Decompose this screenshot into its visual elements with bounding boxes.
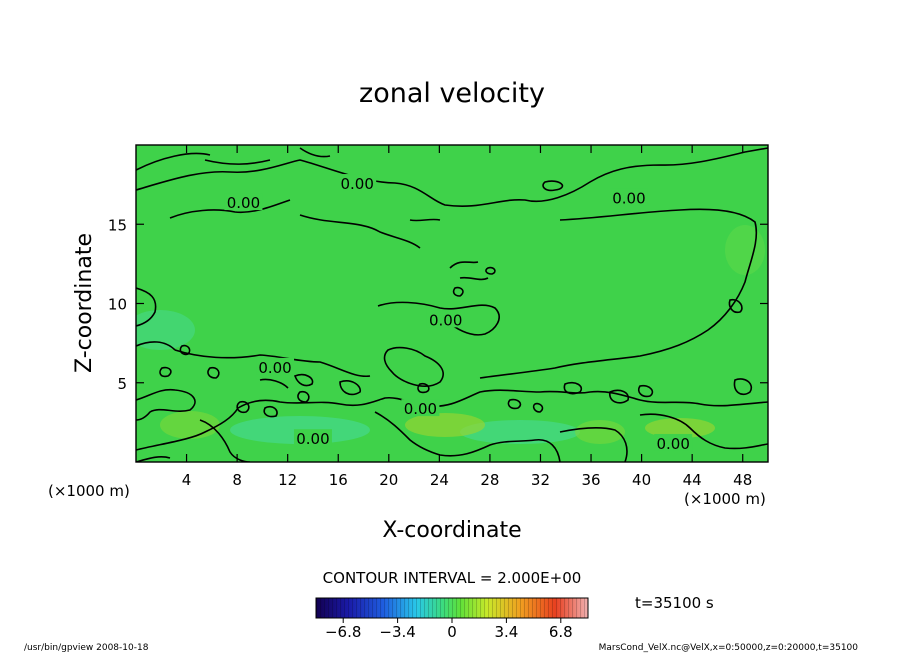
contour-label: 0.00 <box>612 189 645 207</box>
x-tick-label: 16 <box>329 471 348 489</box>
y-tick-label: 15 <box>108 216 127 234</box>
x-tick-label: 24 <box>430 471 449 489</box>
contour-label-bg <box>609 188 648 206</box>
x-tick-label: 40 <box>632 471 651 489</box>
contour-label-bg <box>293 429 332 447</box>
x-axis-ticks: 4 8 12 16 20 24 28 32 36 40 44 48 <box>182 145 752 489</box>
contour-interval-label: CONTOUR INTERVAL = 2.000E+00 <box>323 569 582 587</box>
contour-label: 0.00 <box>227 194 260 212</box>
colorbar-tick-label: 0 <box>447 623 457 641</box>
x-tick-label: 28 <box>480 471 499 489</box>
x-tick-label: 20 <box>379 471 398 489</box>
contour-label: 0.00 <box>404 400 437 418</box>
colorbar-tick-label: −3.4 <box>379 623 415 641</box>
x-tick-label: 12 <box>278 471 297 489</box>
colorbar-tick-label: 6.8 <box>549 623 573 641</box>
y-tick-label: 5 <box>117 375 127 393</box>
x-unit-left: (×1000 m) <box>48 482 130 500</box>
contour-label: 0.00 <box>296 430 329 448</box>
contour-label: 0.00 <box>656 435 689 453</box>
footer-right: MarsCond_VelX.nc@VelX,x=0:50000,z=0:2000… <box>599 643 859 653</box>
y-axis-label: Z-coordinate <box>72 233 97 373</box>
contour-label-bg <box>256 357 295 375</box>
footer-left: /usr/bin/gpview 2008-10-18 <box>24 643 149 653</box>
contour-label-bg <box>338 174 377 192</box>
x-tick-label: 32 <box>531 471 550 489</box>
contour-label-bg <box>224 193 263 211</box>
chart-title: zonal velocity <box>359 78 545 109</box>
x-tick-label: 48 <box>733 471 752 489</box>
y-tick-label: 10 <box>108 296 127 314</box>
contour-label-bg <box>401 399 440 417</box>
x-tick-label: 36 <box>581 471 600 489</box>
contour-label: 0.00 <box>340 175 373 193</box>
x-tick-label: 4 <box>182 471 192 489</box>
x-axis-label: X-coordinate <box>382 518 521 543</box>
x-tick-label: 44 <box>683 471 702 489</box>
time-label: t=35100 s <box>635 594 714 612</box>
colorbar-tick-label: −6.8 <box>325 623 361 641</box>
contour-labels: 0.00 0.00 0.00 0.00 0.00 0.00 0.00 0.00 <box>224 174 693 453</box>
contour-label-bg <box>654 433 693 451</box>
contour-label-bg <box>426 310 465 328</box>
x-unit-right: (×1000 m) <box>684 490 766 508</box>
contour-label: 0.00 <box>258 359 291 377</box>
plot-area: 0.00 0.00 0.00 0.00 0.00 0.00 0.00 0.00 <box>136 145 768 462</box>
contour-label: 0.00 <box>429 311 462 329</box>
y-axis-ticks: 5 10 15 <box>108 216 768 393</box>
colorbar-tick-label: 3.4 <box>494 623 518 641</box>
colorbar-ticks: −6.8 −3.4 0 3.4 6.8 <box>325 618 573 641</box>
x-tick-label: 8 <box>232 471 242 489</box>
